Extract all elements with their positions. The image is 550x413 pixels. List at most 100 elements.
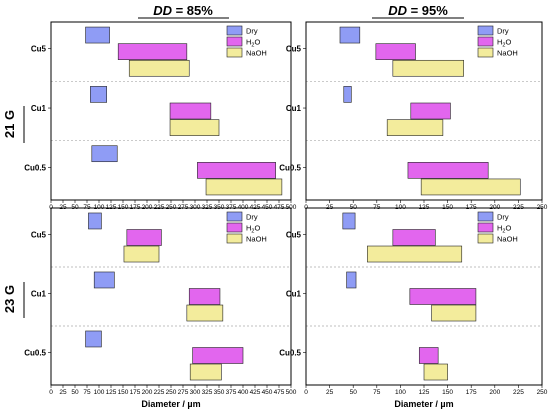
category-label: Cu1 — [286, 104, 302, 113]
x-tick-label: 125 — [106, 389, 117, 396]
x-tick-label: 200 — [489, 389, 500, 396]
bar-naoh-cu0-5 — [420, 178, 521, 196]
x-tick-label: 225 — [154, 389, 165, 396]
legend-swatch-h2o — [477, 36, 494, 47]
legend-swatch-dry — [226, 211, 243, 222]
category-label: Cu5 — [286, 45, 302, 54]
panel-3: Cu5 Cu1 Cu0.5 0 25 50 75 100 125 150 175 200 225 250 2… — [24, 207, 297, 409]
category-label: Cu1 — [286, 290, 302, 299]
x-tick-label: 350 — [214, 389, 225, 396]
x-tick-label: 475 — [274, 389, 285, 396]
panel-4: Cu5 Cu1 Cu0.5 0 25 50 75 100 125 150 175 200 225 250 D… — [279, 207, 548, 409]
bar-h2o-cu5 — [375, 43, 416, 60]
category-label: Cu0.5 — [279, 349, 301, 358]
x-axis-label: Diameter / µm — [394, 399, 453, 409]
legend-label-dry: Dry — [246, 27, 258, 36]
x-tick-label: 450 — [262, 389, 273, 396]
legend-label-naoh: NaOH — [497, 49, 518, 58]
bar-dry-cu1 — [346, 271, 357, 289]
category-label: Cu5 — [286, 231, 302, 240]
bar-h2o-cu1 — [410, 102, 451, 120]
bar-h2o-cu5 — [392, 229, 436, 246]
x-tick-label: 50 — [71, 389, 79, 396]
x-tick-label: 500 — [286, 389, 297, 396]
bar-naoh-cu5 — [392, 59, 464, 77]
bar-h2o-cu0-5 — [418, 347, 439, 364]
x-tick-label: 50 — [350, 389, 358, 396]
bar-h2o-cu1 — [169, 102, 212, 120]
legend-swatch-dry — [477, 25, 494, 36]
x-tick-label: 25 — [59, 389, 67, 396]
legend-swatch-naoh — [226, 233, 243, 244]
legend-label-dry: Dry — [246, 213, 258, 222]
row-label-21g: 21 G — [2, 110, 17, 138]
x-tick-label: 75 — [373, 389, 381, 396]
bar-dry-cu0-5 — [85, 330, 102, 348]
column-title-dd95: DD = 95% — [388, 3, 448, 18]
column-title-dd85: DD = 85% — [153, 3, 213, 18]
x-tick-label: 150 — [442, 389, 453, 396]
x-tick-label: 275 — [178, 389, 189, 396]
x-tick-label: 250 — [537, 389, 548, 396]
legend-label-dry: Dry — [497, 213, 509, 222]
bar-naoh-cu1 — [169, 119, 220, 136]
legend-label-naoh: NaOH — [246, 235, 267, 244]
legend-label-naoh: NaOH — [246, 49, 267, 58]
bar-naoh-cu5 — [123, 245, 160, 263]
category-label: Cu0.5 — [24, 163, 46, 172]
bar-h2o-cu5 — [117, 43, 188, 60]
row-label-23g: 23 G — [2, 285, 17, 313]
x-tick-label: 375 — [226, 389, 237, 396]
x-tick-label: 25 — [326, 389, 334, 396]
x-tick-label: 200 — [142, 389, 153, 396]
legend-swatch-h2o — [477, 222, 494, 233]
legend-label-h2o: H2O — [246, 38, 260, 49]
bar-h2o-cu0-5 — [407, 162, 489, 179]
legend-label-dry: Dry — [497, 27, 509, 36]
bar-naoh-cu0-5 — [205, 178, 283, 196]
x-tick-label: 425 — [250, 389, 261, 396]
bar-dry-cu0-5 — [91, 145, 118, 163]
x-tick-label: 175 — [466, 389, 477, 396]
bar-naoh-cu0-5 — [423, 363, 448, 381]
legend-swatch-naoh — [477, 47, 494, 58]
x-tick-label: 150 — [118, 389, 129, 396]
bar-h2o-cu0-5 — [197, 162, 276, 179]
legend-label-naoh: NaOH — [497, 235, 518, 244]
legend-label-h2o: H2O — [497, 38, 511, 49]
bar-naoh-cu5 — [367, 245, 463, 263]
x-tick-label: 400 — [238, 389, 249, 396]
category-label: Cu5 — [31, 45, 47, 54]
x-tick-label: 325 — [202, 389, 213, 396]
x-tick-label: 75 — [83, 389, 91, 396]
bar-h2o-cu1 — [409, 288, 477, 305]
bar-dry-cu5 — [339, 26, 361, 44]
x-axis-label: Diameter / µm — [141, 399, 200, 409]
bar-naoh-cu1 — [186, 304, 224, 322]
x-tick-label: 100 — [94, 389, 105, 396]
legend-swatch-h2o — [226, 222, 243, 233]
bar-dry-cu1 — [343, 86, 352, 103]
legend-label-h2o: H2O — [246, 224, 260, 235]
x-tick-label: 225 — [513, 389, 524, 396]
legend-swatch-naoh — [477, 233, 494, 244]
category-label: Cu0.5 — [24, 349, 46, 358]
category-label: Cu0.5 — [279, 163, 301, 172]
category-label: Cu1 — [31, 290, 47, 299]
legend-swatch-dry — [477, 211, 494, 222]
bar-naoh-cu1 — [386, 119, 444, 136]
category-label: Cu1 — [31, 104, 47, 113]
bar-naoh-cu1 — [431, 304, 477, 322]
bar-dry-cu5 — [88, 212, 102, 230]
x-tick-label: 0 — [304, 389, 308, 396]
x-tick-label: 0 — [49, 389, 53, 396]
legend-swatch-h2o — [226, 36, 243, 47]
x-tick-label: 125 — [419, 389, 430, 396]
legend-swatch-naoh — [226, 47, 243, 58]
category-label: Cu5 — [31, 231, 47, 240]
x-tick-label: 300 — [190, 389, 201, 396]
bar-h2o-cu1 — [188, 288, 221, 305]
